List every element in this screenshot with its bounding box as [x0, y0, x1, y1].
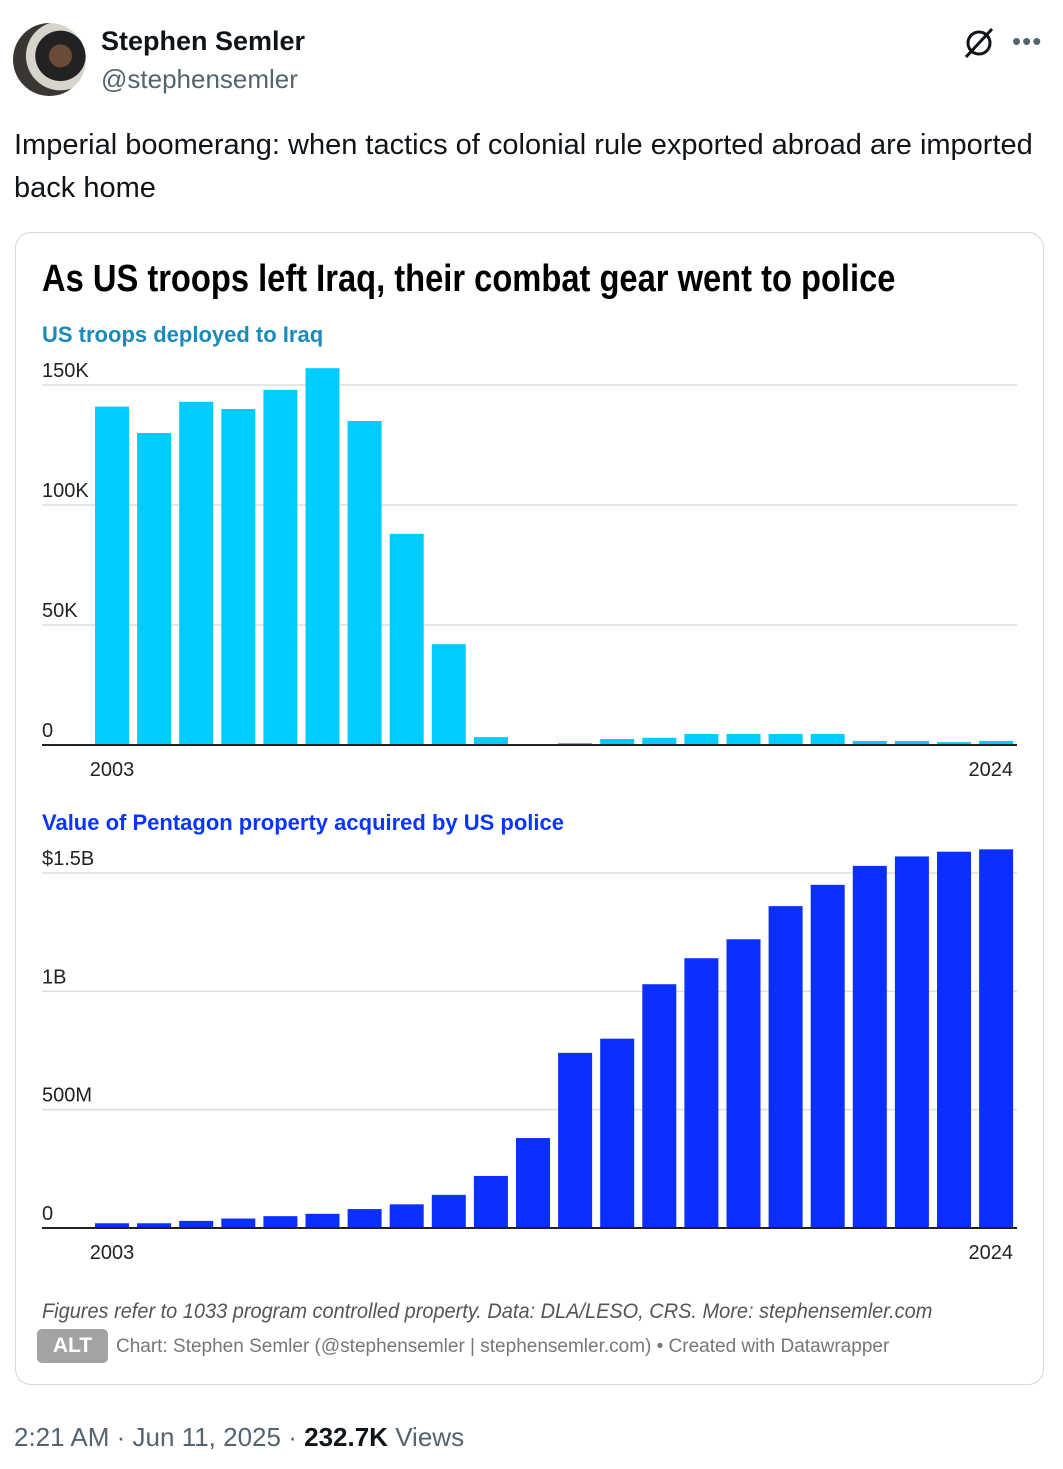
alt-badge[interactable]: ALT	[37, 1329, 108, 1363]
y-tick-label: 150K	[42, 360, 89, 382]
x-tick-label: 2003	[90, 1242, 135, 1264]
bar-2015	[600, 739, 635, 745]
bar-2005	[179, 401, 214, 745]
bar-2005	[179, 1220, 214, 1228]
author-handle[interactable]: @stephensemler	[101, 64, 298, 94]
y-tick-label: 1B	[42, 966, 66, 988]
bar-2009	[347, 421, 382, 745]
chart-image-card[interactable]	[15, 232, 1044, 1385]
chart-note: Figures refer to 1033 program controlled…	[42, 1300, 933, 1323]
bar-2012	[473, 737, 508, 745]
bar-2021	[852, 865, 887, 1228]
more-icon[interactable]: •••	[1012, 26, 1043, 56]
author-name[interactable]: Stephen Semler	[101, 26, 306, 56]
bar-2007	[263, 389, 298, 745]
tweet-meta: 2:21 AM · Jun 11, 2025 · 232.7K Views	[14, 1422, 464, 1453]
bar-2019	[768, 733, 803, 745]
bar-2006	[221, 1218, 256, 1228]
bar-2008	[305, 1213, 340, 1228]
x-tick-label: 2024	[969, 1242, 1014, 1264]
grok-icon[interactable]	[962, 26, 996, 60]
y-tick-label: $1.5B	[42, 848, 94, 870]
tweet-date[interactable]: Jun 11, 2025	[132, 1422, 281, 1452]
bar-2019	[768, 906, 803, 1228]
bar-2022	[894, 740, 929, 745]
bar-2014	[558, 1052, 593, 1228]
y-tick-label: 0	[42, 720, 53, 742]
bar-2010	[389, 533, 424, 745]
views-label: Views	[395, 1422, 465, 1452]
bar-2003	[95, 1223, 129, 1228]
bar-2023	[937, 851, 971, 1228]
bar-2022	[894, 856, 929, 1228]
bar-2013	[516, 1138, 550, 1228]
bar-2004	[137, 1223, 172, 1228]
separator: ·	[116, 1422, 126, 1452]
chart-credit: Chart: Stephen Semler (@stephensemler | …	[116, 1336, 890, 1357]
bar-2016	[642, 984, 677, 1228]
bar-2018	[726, 939, 761, 1228]
bar-2009	[347, 1209, 382, 1228]
bar-2020	[810, 733, 845, 745]
bar-2020	[810, 884, 845, 1228]
x-tick-label: 2003	[90, 759, 135, 781]
bar-2010	[389, 1204, 424, 1228]
bar-2006	[221, 409, 256, 745]
tweet-time[interactable]: 2:21 AM	[14, 1422, 110, 1452]
bar-2024	[979, 849, 1014, 1228]
x-tick-label: 2024	[969, 759, 1014, 781]
bar-2004	[137, 433, 172, 745]
separator: ·	[288, 1422, 297, 1452]
bar-2021	[852, 740, 887, 745]
tweet-text: Imperial boomerang: when tactics of colo…	[14, 129, 1033, 204]
bar-2018	[726, 733, 761, 745]
chart-title: As US troops left Iraq, their combat gea…	[42, 258, 896, 300]
chart2-title: Value of Pentagon property acquired by U…	[42, 810, 564, 835]
y-tick-label: 500M	[42, 1085, 92, 1107]
y-tick-label: 0	[42, 1203, 53, 1225]
bar-2007	[263, 1216, 298, 1228]
bar-2011	[431, 644, 466, 745]
bar-2012	[473, 1175, 508, 1228]
bar-2016	[642, 737, 677, 745]
y-tick-label: 50K	[42, 600, 78, 622]
bar-2015	[600, 1038, 635, 1228]
bar-2011	[431, 1194, 466, 1228]
bar-2008	[305, 368, 340, 745]
views-count: 232.7K	[304, 1422, 388, 1452]
y-tick-label: 100K	[42, 480, 89, 502]
bar-2017	[684, 958, 719, 1228]
bar-2023	[937, 742, 971, 745]
avatar[interactable]	[13, 23, 86, 96]
bar-2024	[979, 740, 1014, 745]
bar-2003	[95, 406, 129, 745]
bar-2017	[684, 733, 719, 745]
chart1-title: US troops deployed to Iraq	[42, 322, 324, 347]
